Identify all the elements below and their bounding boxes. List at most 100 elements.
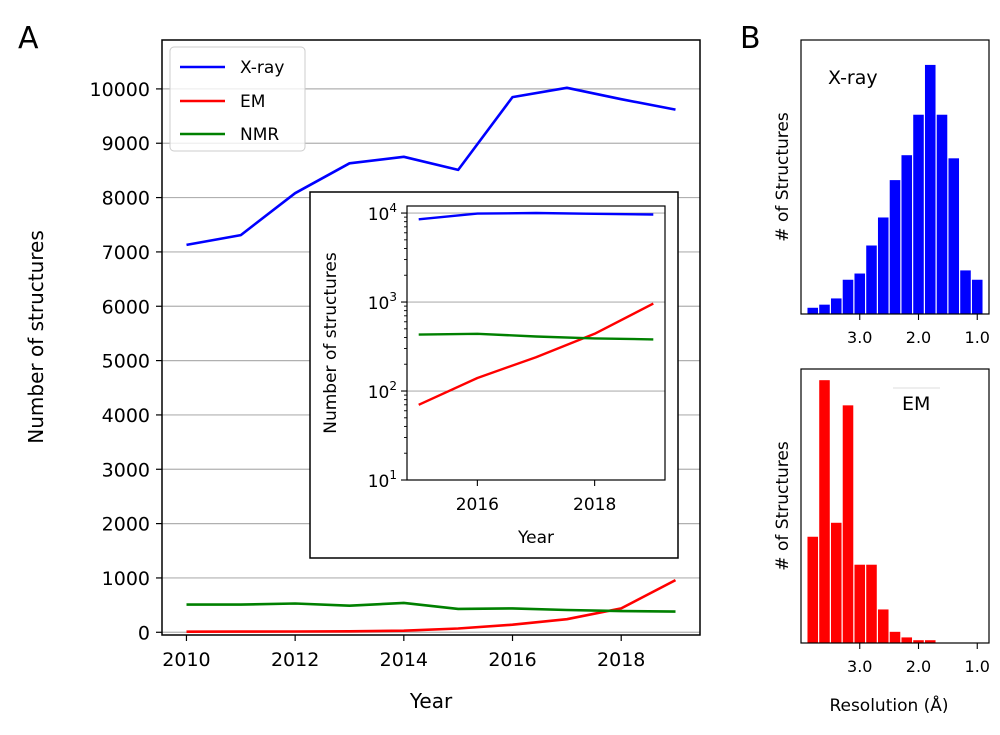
main-x-tick-label: 2016: [488, 649, 536, 671]
xray-histogram-bar: [830, 298, 842, 314]
em-histogram-bar: [901, 637, 913, 643]
xray-histogram-bar: [866, 245, 877, 314]
inset-y-tick-base: 10: [368, 472, 390, 492]
inset-x-ticks: 2016 2018: [456, 480, 616, 515]
xray-histogram-bar: [819, 304, 830, 314]
xray-histogram-bar: [971, 279, 983, 314]
main-x-tick-label: 2010: [162, 649, 210, 671]
inset-series-nmr: [418, 332, 654, 341]
main-x-ticks: 2010 2012 2014 2016 2018: [162, 635, 645, 671]
inset-y-tick-label: 101: [368, 468, 397, 492]
xray-histogram-bars: [807, 64, 983, 315]
inset-y-tick-label: 103: [368, 290, 397, 314]
main-legend: X-ray EM NMR: [169, 46, 306, 152]
inset-y-tick-exponent: 4: [389, 201, 397, 215]
main-series-lines: [186, 86, 677, 634]
main-y-ticks: 0 1000 2000 3000 4000 5000 6000 7000 8000 9000 100…: [90, 79, 162, 644]
main-x-tick-label: 2014: [380, 649, 428, 671]
xray-histogram-bar: [913, 114, 924, 315]
inset-y-tick-exponent: 3: [389, 290, 397, 304]
xray-histogram-x-tick-label: 1.0: [965, 328, 990, 347]
main-y-tick-label: 0: [138, 622, 150, 644]
inset-box: [309, 191, 679, 559]
xray-resolution-histogram: 3.0 2.0 1.0 X-ray # of Structures: [773, 39, 990, 347]
xray-histogram-y-axis-label: # of Structures: [773, 112, 793, 242]
em-histogram-x-tick-label: 3.0: [847, 657, 872, 676]
inset-x-tick-label: 2018: [573, 495, 616, 515]
main-y-tick-label: 5000: [102, 351, 150, 373]
xray-histogram-bar: [807, 307, 819, 314]
xray-histogram-x-ticks: 3.0 2.0 1.0: [847, 314, 990, 347]
inset-y-axis-label: Number of structures: [321, 252, 341, 434]
em-histogram-y-axis-label: # of Structures: [773, 441, 793, 571]
em-histogram-x-ticks: 3.0 2.0 1.0: [847, 643, 990, 676]
xray-histogram-bar: [936, 114, 948, 315]
xray-histogram-bar: [842, 279, 854, 314]
main-x-axis-label: Year: [409, 689, 453, 713]
em-histogram-bar: [889, 631, 901, 643]
em-histogram-bar: [854, 564, 866, 643]
em-histogram-title: EM: [902, 393, 930, 415]
xray-histogram-x-tick-label: 3.0: [847, 328, 872, 347]
xray-histogram-frame: [800, 39, 990, 315]
main-line-chart: 0 1000 2000 3000 4000 5000 6000 7000 8000 9000 100…: [24, 39, 701, 713]
xray-histogram-bar: [948, 158, 960, 314]
em-histogram-bar: [807, 536, 819, 643]
xray-histogram-bar: [924, 64, 936, 314]
em-histogram-bar: [913, 640, 924, 643]
em-histogram-bar: [819, 380, 830, 643]
main-series-xray: [186, 86, 676, 247]
em-histogram-x-tick-label: 1.0: [965, 657, 990, 676]
xray-histogram-bar: [854, 273, 866, 314]
inset-plot-frame: [406, 205, 666, 481]
em-histogram-bar: [830, 522, 842, 643]
em-histogram-frame: [800, 368, 990, 644]
legend-box: [169, 46, 306, 152]
xray-histogram-x-tick-label: 2.0: [906, 328, 931, 347]
main-y-tick-label: 9000: [102, 133, 150, 155]
inset-series-xray: [418, 211, 654, 221]
inset-y-tick-exponent: 1: [389, 468, 397, 482]
panel-label-b: B: [740, 21, 761, 56]
main-y-axis-label: Number of structures: [24, 230, 48, 444]
xray-histogram-bar: [877, 217, 889, 314]
inset-y-tick-base: 10: [368, 294, 390, 314]
em-histogram-bar: [924, 640, 936, 643]
em-histogram-bars: [807, 380, 936, 643]
main-plot-frame: [161, 39, 701, 636]
inset-y-tick-label: 102: [368, 379, 397, 403]
inset-series-lines: [418, 211, 654, 406]
panel-label-a: A: [18, 21, 39, 56]
xray-histogram-bar: [889, 180, 901, 314]
xray-histogram-bar: [901, 155, 913, 314]
main-series-nmr: [186, 601, 676, 613]
main-y-tick-label: 7000: [102, 242, 150, 264]
main-y-tick-label: 8000: [102, 188, 150, 210]
inset-y-tick-exponent: 2: [389, 379, 397, 393]
main-x-tick-label: 2012: [271, 649, 319, 671]
inset-y-tick-base: 10: [368, 205, 390, 225]
inset-y-tick-base: 10: [368, 383, 390, 403]
legend-label-nmr: NMR: [240, 125, 279, 145]
inset-series-em: [418, 302, 654, 406]
em-histogram-bar: [842, 405, 854, 643]
inset-x-axis-label: Year: [517, 528, 554, 548]
em-histogram-x-axis-label: Resolution (Å): [829, 694, 948, 716]
legend-label-em: EM: [240, 92, 265, 112]
inset-x-tick-label: 2016: [456, 495, 499, 515]
em-histogram-bar: [866, 564, 877, 643]
inset-y-tick-label: 104: [368, 201, 397, 225]
xray-histogram-title: X-ray: [828, 67, 878, 89]
main-y-tick-label: 2000: [102, 514, 150, 536]
main-y-tick-label: 6000: [102, 296, 150, 318]
main-y-tick-label: 4000: [102, 405, 150, 427]
main-y-tick-label: 10000: [90, 79, 150, 101]
main-y-tick-label: 3000: [102, 459, 150, 481]
main-x-tick-label: 2018: [597, 649, 645, 671]
main-y-tick-label: 1000: [102, 568, 150, 590]
em-histogram-bar: [877, 609, 889, 643]
xray-histogram-bar: [960, 270, 971, 314]
